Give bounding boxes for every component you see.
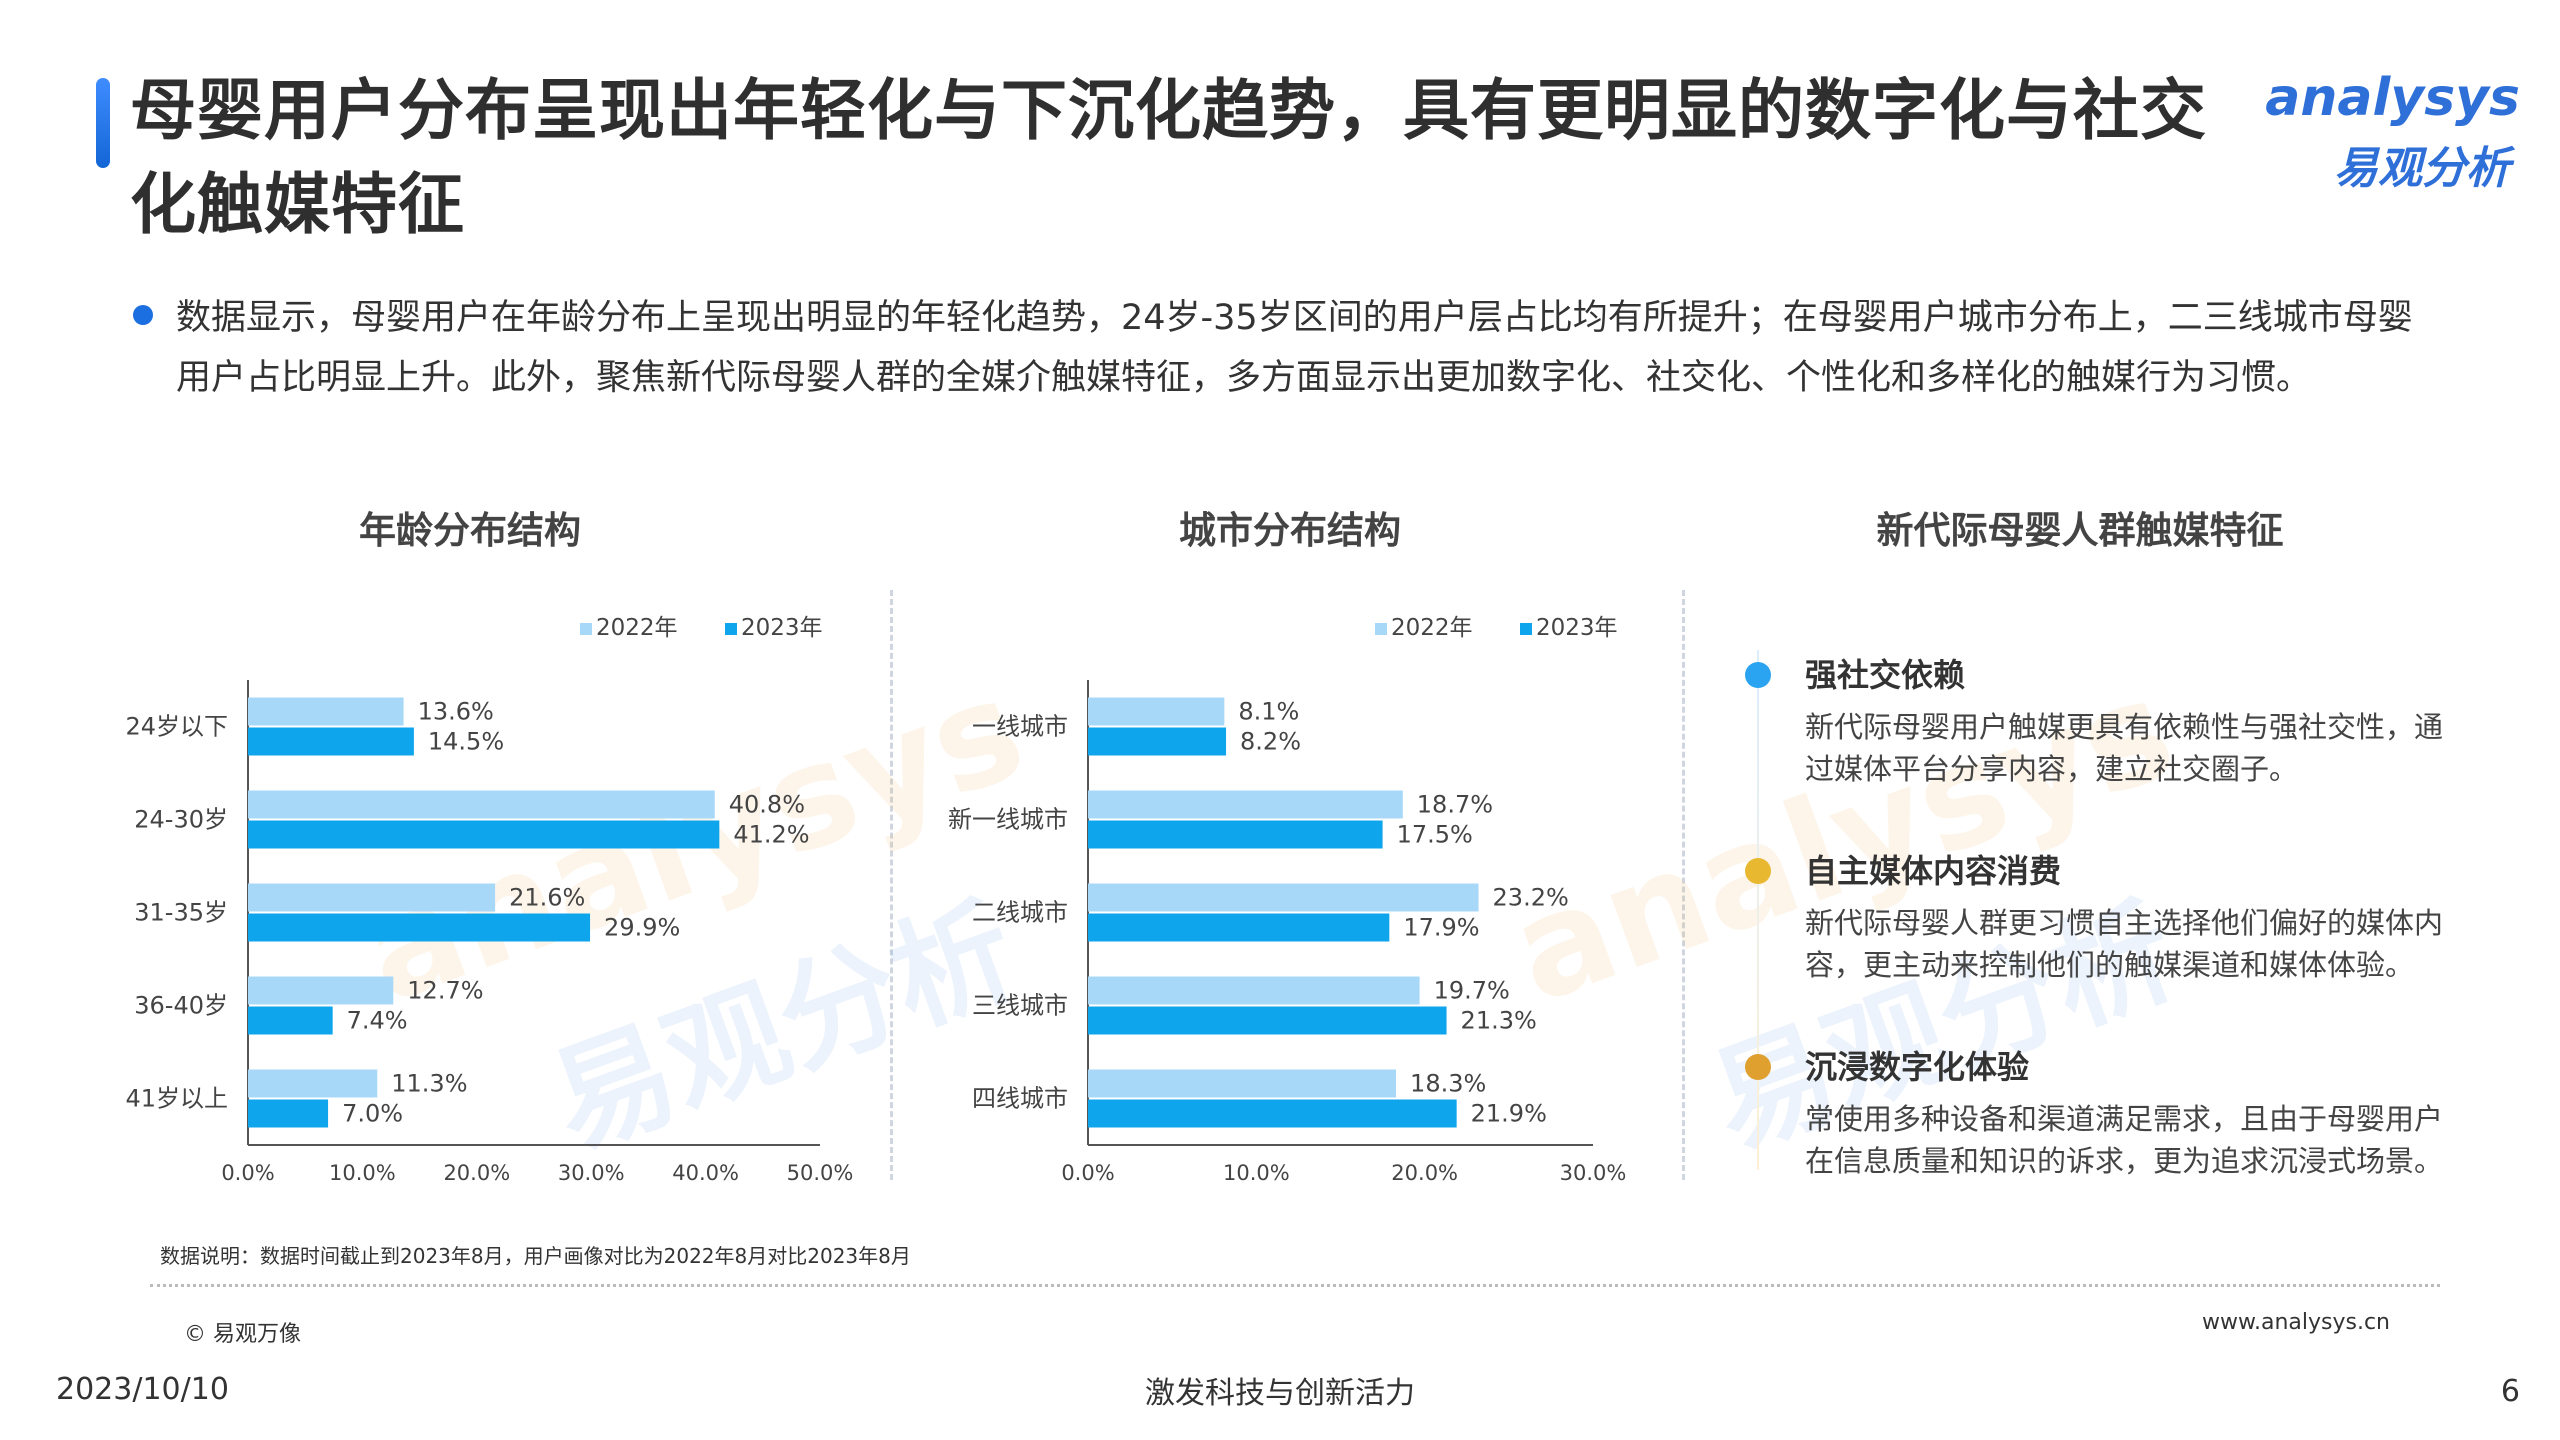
- feature-desc: 新代际母婴用户触媒更具有依赖性与强社交性，通过媒体平台分享内容，建立社交圈子。: [1805, 710, 2444, 786]
- bar-value-label: 21.3%: [1461, 1007, 1537, 1035]
- x-tick-label: 30.0%: [558, 1161, 625, 1185]
- bar: [248, 1006, 333, 1035]
- logo-text-cn: 易观分析: [2334, 143, 2510, 194]
- feature-title: 强社交依赖: [1805, 656, 1966, 694]
- legend-swatch: [1520, 623, 1532, 635]
- category-label: 新一线城市: [948, 806, 1068, 834]
- x-tick-label: 20.0%: [443, 1161, 510, 1185]
- bar: [248, 976, 394, 1005]
- logo-text-en: analysys: [2265, 68, 2520, 128]
- category-label: 二线城市: [972, 899, 1068, 927]
- age-chart-title: 年龄分布结构: [359, 509, 581, 552]
- intro-paragraph: 数据显示，母婴用户在年龄分布上呈现出明显的年轻化趋势，24岁-35岁区间的用户层…: [176, 298, 2413, 398]
- bar: [1088, 820, 1383, 849]
- bar-value-label: 17.5%: [1397, 821, 1473, 849]
- legend-swatch: [725, 623, 737, 635]
- website-link[interactable]: www.analysys.cn: [2202, 1310, 2390, 1335]
- category-label: 31-35岁: [134, 899, 228, 927]
- category-label: 36-40岁: [134, 992, 228, 1020]
- bar-value-label: 29.9%: [604, 914, 680, 942]
- category-label: 一线城市: [972, 713, 1068, 741]
- bar: [1088, 727, 1227, 756]
- x-tick-label: 30.0%: [1560, 1161, 1627, 1185]
- x-tick-label: 20.0%: [1391, 1161, 1458, 1185]
- bar-value-label: 23.2%: [1493, 884, 1569, 912]
- bar-value-label: 8.1%: [1238, 698, 1299, 726]
- data-note: 数据说明：数据时间截止到2023年8月，用户画像对比为2022年8月对比2023…: [160, 1244, 911, 1268]
- category-label: 三线城市: [972, 992, 1068, 1020]
- category-label: 24岁以下: [125, 713, 228, 741]
- timeline-line: [1757, 650, 1759, 1170]
- legend-label: 2022年: [596, 615, 678, 641]
- bar: [248, 697, 404, 726]
- bar-value-label: 7.0%: [342, 1100, 403, 1128]
- bar-value-label: 11.3%: [391, 1070, 467, 1098]
- x-tick-label: 10.0%: [1223, 1161, 1290, 1185]
- bar: [248, 913, 591, 942]
- feature-dot-icon: [1745, 1054, 1771, 1080]
- slogan: 激发科技与创新活力: [1145, 1376, 1415, 1411]
- bar-value-label: 8.2%: [1240, 728, 1301, 756]
- category-label: 24-30岁: [134, 806, 228, 834]
- feature-desc: 常使用多种设备和渠道满足需求，且由于母婴用户在信息质量和知识的诉求，更为追求沉浸…: [1805, 1102, 2444, 1178]
- bar-value-label: 13.6%: [418, 698, 494, 726]
- legend-label: 2023年: [741, 615, 823, 641]
- bar-value-label: 19.7%: [1434, 977, 1510, 1005]
- category-label: 四线城市: [972, 1085, 1068, 1113]
- feature-title: 自主媒体内容消费: [1805, 852, 2062, 890]
- date: 2023/10/10: [56, 1372, 229, 1407]
- bar: [248, 883, 496, 912]
- bar: [248, 727, 414, 756]
- bar: [248, 1099, 329, 1128]
- bar: [248, 790, 715, 819]
- x-tick-label: 0.0%: [221, 1161, 274, 1185]
- bar: [248, 1069, 378, 1098]
- city-chart-title: 城市分布结构: [1179, 509, 1401, 552]
- bar: [1088, 1099, 1457, 1128]
- bar: [1088, 976, 1420, 1005]
- legend-swatch: [1375, 623, 1387, 635]
- legend-label: 2022年: [1391, 615, 1473, 641]
- feature-dot-icon: [1745, 858, 1771, 884]
- feature-title: 沉浸数字化体验: [1805, 1048, 2030, 1086]
- bar-value-label: 41.2%: [733, 821, 809, 849]
- bar: [1088, 1069, 1397, 1098]
- page-title: 母婴用户分布呈现出年轻化与下沉化趋势，具有更明显的数字化与社交化触媒特征: [130, 72, 2207, 243]
- features-panel: 强社交依赖 新代际母婴用户触媒更具有依赖性与强社交性，通过媒体平台分享内容，建立…: [1745, 650, 2535, 1210]
- column-divider: [1682, 590, 1685, 1180]
- analysys-logo: analysys 易观分析: [2265, 58, 2520, 198]
- bar-value-label: 14.5%: [428, 728, 504, 756]
- category-label: 41岁以上: [125, 1085, 228, 1113]
- bar: [1088, 883, 1479, 912]
- x-tick-label: 40.0%: [672, 1161, 739, 1185]
- x-tick-label: 50.0%: [787, 1161, 854, 1185]
- bar: [248, 820, 720, 849]
- title-accent-bar: [96, 78, 110, 168]
- bar-value-label: 18.3%: [1410, 1070, 1486, 1098]
- bar: [1088, 697, 1225, 726]
- bar-value-label: 12.7%: [407, 977, 483, 1005]
- bullet-icon: [133, 305, 153, 325]
- bar: [1088, 790, 1403, 819]
- column-divider: [890, 590, 893, 1180]
- copyright: © 易观万像: [184, 1322, 301, 1347]
- legend-label: 2023年: [1536, 615, 1618, 641]
- bar-value-label: 21.9%: [1471, 1100, 1547, 1128]
- x-tick-label: 10.0%: [329, 1161, 396, 1185]
- feature-dot-icon: [1745, 662, 1771, 688]
- bar-value-label: 21.6%: [509, 884, 585, 912]
- bar-value-label: 17.9%: [1403, 914, 1479, 942]
- x-tick-label: 0.0%: [1061, 1161, 1114, 1185]
- page-number: 6: [2500, 1374, 2520, 1409]
- bar: [1088, 1006, 1447, 1035]
- bar-value-label: 7.4%: [347, 1007, 408, 1035]
- feature-desc: 新代际母婴人群更习惯自主选择他们偏好的媒体内容，更主动来控制他们的触媒渠道和媒体…: [1805, 906, 2444, 982]
- legend-swatch: [580, 623, 592, 635]
- bar: [1088, 913, 1390, 942]
- bar-value-label: 40.8%: [729, 791, 805, 819]
- feature-section-title: 新代际母婴人群触媒特征: [1876, 509, 2284, 552]
- footer-divider: [150, 1284, 2440, 1287]
- bar-value-label: 18.7%: [1417, 791, 1493, 819]
